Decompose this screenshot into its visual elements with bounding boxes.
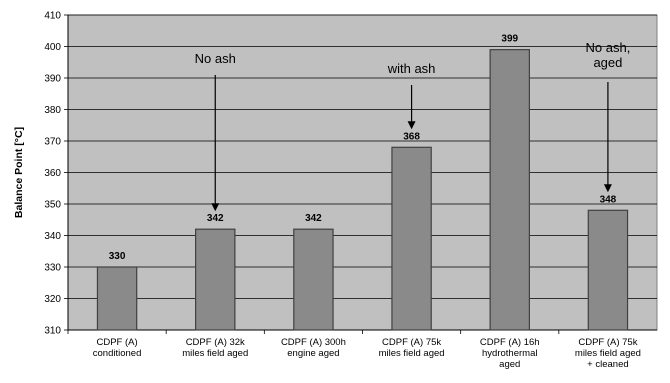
bar-value-label: 399 — [501, 34, 518, 45]
bar — [195, 228, 236, 331]
x-category-label: aged — [499, 359, 520, 370]
y-tick-labels: 310 320 330 340 350 360 370 380 390 400 410 — [44, 11, 61, 337]
x-category-label: CDPF (A) 300h — [281, 337, 346, 348]
bar — [96, 266, 138, 331]
x-category-label: CDPF (A) 75k — [382, 337, 441, 348]
annotation-text: No ash, — [586, 40, 631, 55]
x-category-label: CDPF (A) 75k — [578, 337, 637, 348]
y-axis-label: Balance Point [°C] — [13, 127, 25, 218]
y-tick-label: 400 — [44, 42, 61, 53]
annotation-text: with ash — [387, 61, 436, 76]
y-tick-label: 320 — [44, 294, 61, 305]
value-labels: 330 342 342 368 399 348 — [109, 34, 617, 262]
x-category-label: CDPF (A) 16h — [480, 337, 540, 348]
bar-value-label: 342 — [207, 213, 224, 224]
x-category-label: miles field aged — [182, 348, 248, 359]
annotation-text: No ash — [195, 51, 236, 66]
bar — [293, 228, 334, 331]
y-tick-label: 390 — [44, 74, 61, 85]
y-tick-label: 340 — [44, 231, 61, 242]
bar — [391, 146, 432, 331]
y-tick-label: 310 — [44, 326, 61, 337]
y-tick-label: 410 — [44, 11, 61, 22]
annotation-arrow-head — [407, 121, 416, 130]
bars — [96, 49, 629, 331]
y-tick-label: 370 — [44, 137, 61, 148]
x-category-label: engine aged — [287, 348, 339, 359]
x-category-label: + cleaned — [587, 359, 628, 370]
bar-value-label: 368 — [403, 131, 420, 142]
bar-value-label: 348 — [600, 194, 617, 205]
annotations: No ash with ash No ash,aged — [195, 40, 631, 212]
bar — [587, 209, 629, 331]
annotation-arrow-head — [211, 203, 220, 212]
x-category-label: CDPF (A) — [96, 337, 137, 348]
grid-lines — [64, 14, 657, 334]
x-category-label: conditioned — [93, 348, 142, 359]
annotation-text: aged — [593, 55, 622, 70]
bar — [489, 49, 530, 331]
x-category-label: CDPF (A) 32k — [186, 337, 245, 348]
x-category-label: hydrothermal — [482, 348, 537, 359]
x-category-label: miles field aged — [575, 348, 641, 359]
y-tick-label: 350 — [44, 200, 61, 211]
y-tick-label: 360 — [44, 168, 61, 179]
annotation-arrow-head — [603, 184, 612, 193]
y-tick-label: 380 — [44, 105, 61, 116]
bar-value-label: 342 — [305, 213, 322, 224]
bar-value-label: 330 — [109, 251, 126, 262]
x-category-label: miles field aged — [379, 348, 445, 359]
y-tick-label: 330 — [44, 263, 61, 274]
